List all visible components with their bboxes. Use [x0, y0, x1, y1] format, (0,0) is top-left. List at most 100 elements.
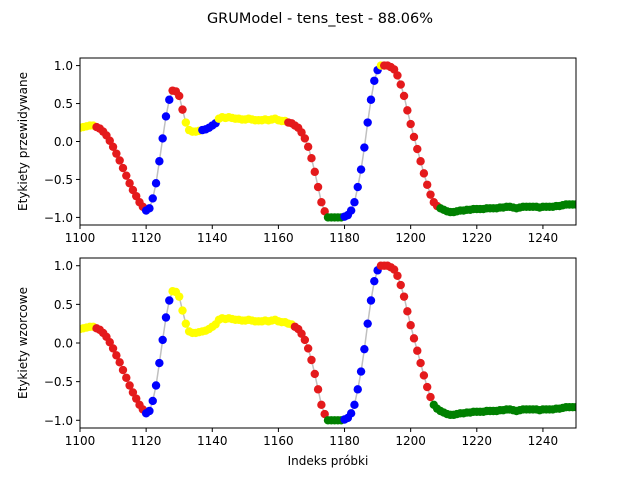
- y-tick-label: −1.0: [44, 414, 73, 428]
- x-tick-label: 1180: [329, 434, 360, 448]
- data-point: [419, 169, 429, 178]
- data-point: [426, 392, 435, 402]
- data-point: [393, 271, 402, 280]
- data-point: [118, 163, 128, 173]
- x-tick-label: 1100: [65, 231, 96, 245]
- data-point: [108, 344, 118, 353]
- data-point: [105, 338, 114, 347]
- data-point: [406, 321, 415, 330]
- data-point: [307, 355, 316, 365]
- data-point: [115, 156, 124, 165]
- y-tick-label: 1.0: [54, 59, 73, 73]
- x-tick-label: 1100: [65, 434, 96, 448]
- data-point: [122, 171, 131, 180]
- data-point: [419, 371, 429, 380]
- data-point: [178, 306, 187, 315]
- data-point: [155, 157, 164, 166]
- x-tick-label: 1140: [197, 434, 228, 448]
- plot-area: [80, 261, 576, 425]
- figure-title: GRUModel - tens_test - 88.06%: [207, 11, 433, 27]
- data-point: [350, 198, 359, 207]
- data-point: [416, 358, 425, 368]
- data-point: [161, 313, 171, 322]
- data-point: [148, 194, 157, 203]
- data-point: [406, 119, 415, 129]
- data-point: [108, 142, 118, 152]
- data-point: [409, 132, 419, 142]
- x-tick-label: 1160: [263, 231, 294, 245]
- x-tick-label: 1240: [528, 434, 559, 448]
- y-tick-label: 0.5: [54, 298, 73, 312]
- data-point: [151, 381, 161, 390]
- data-point: [393, 71, 402, 80]
- x-tick-label: 1220: [462, 231, 493, 245]
- data-point: [158, 335, 167, 345]
- data-point: [300, 335, 310, 345]
- data-point: [313, 385, 323, 394]
- data-point: [363, 319, 372, 328]
- data-point: [396, 80, 405, 89]
- data-point: [403, 106, 412, 115]
- data-point: [165, 296, 174, 305]
- data-point: [320, 409, 329, 419]
- data-point: [122, 373, 131, 382]
- data-point: [118, 365, 128, 375]
- data-point: [145, 406, 154, 416]
- y-tick-label: −1.0: [44, 211, 73, 225]
- data-point: [360, 143, 369, 152]
- data-point: [175, 292, 184, 301]
- y-tick-label: 0.0: [54, 135, 73, 149]
- data-point: [356, 165, 366, 174]
- data-point: [399, 91, 409, 101]
- x-tick-label: 1240: [528, 231, 559, 245]
- data-point: [403, 307, 412, 316]
- data-point: [297, 329, 306, 338]
- data-point: [423, 180, 432, 189]
- data-point: [413, 346, 422, 355]
- y-tick-label: 0.5: [54, 97, 73, 111]
- data-point: [181, 118, 191, 127]
- data-point: [145, 204, 154, 213]
- data-point: [181, 319, 191, 328]
- data-point: [416, 157, 425, 166]
- data-point: [423, 382, 432, 392]
- data-point: [363, 118, 372, 127]
- data-point: [151, 179, 161, 188]
- data-point: [303, 344, 313, 353]
- data-point: [307, 154, 316, 163]
- data-point: [366, 296, 376, 305]
- x-tick-label: 1160: [263, 434, 294, 448]
- data-point: [161, 112, 171, 121]
- plot-area: [80, 61, 576, 222]
- data-point: [346, 409, 356, 418]
- x-tick-label: 1200: [395, 434, 426, 448]
- data-point: [426, 190, 435, 199]
- data-point: [125, 381, 134, 390]
- subplot-1: 1100 1120 1140 1160 1180 1200 1220 1240 −1.0 −0.5…: [16, 57, 577, 245]
- data-point: [175, 91, 184, 101]
- data-point: [409, 334, 419, 343]
- y-tick-label: 1.0: [54, 259, 73, 273]
- data-point: [571, 402, 576, 412]
- data-point: [389, 265, 399, 274]
- data-point: [112, 149, 121, 158]
- data-point: [360, 344, 369, 354]
- data-point: [112, 351, 121, 360]
- data-point: [310, 167, 319, 177]
- data-point: [178, 105, 187, 114]
- data-point: [399, 292, 409, 301]
- data-point: [313, 182, 323, 192]
- data-point: [158, 134, 167, 143]
- data-point: [148, 396, 157, 406]
- y-axis-label: Etykiety przewidywane: [16, 72, 30, 211]
- x-tick-label: 1200: [395, 231, 426, 245]
- data-point: [300, 134, 310, 143]
- data-point: [317, 198, 326, 207]
- x-tick-label: 1120: [131, 231, 162, 245]
- data-point: [370, 276, 379, 286]
- y-tick-label: −0.5: [44, 375, 73, 389]
- x-tick-label: 1120: [131, 434, 162, 448]
- data-point: [303, 142, 313, 152]
- data-point: [413, 144, 422, 154]
